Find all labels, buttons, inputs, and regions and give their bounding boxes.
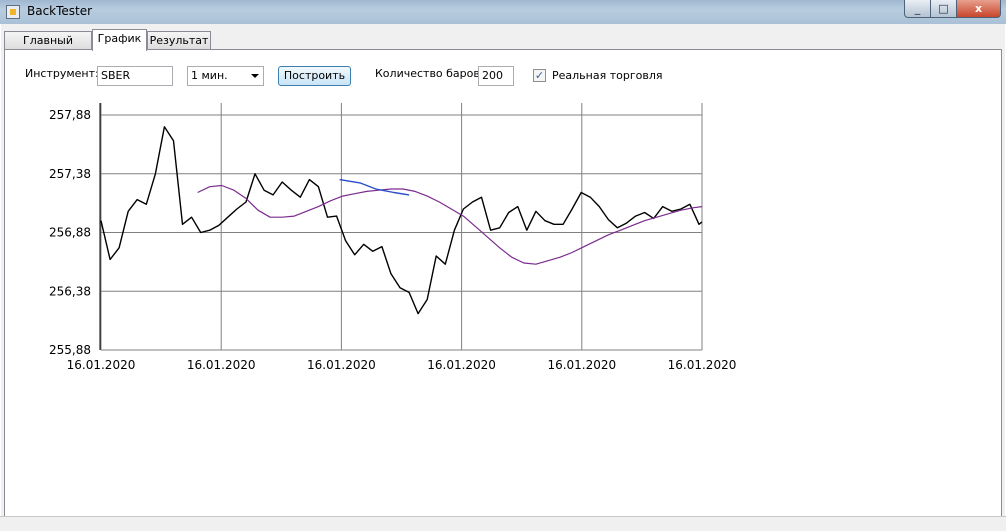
build-button[interactable]: Построить [278, 66, 351, 86]
chevron-down-icon[interactable] [251, 74, 259, 78]
x-axis-ticks: 16.01.2020 16.01.2020 16.01.2020 16.01.2020… [67, 358, 737, 372]
bars-count-input[interactable]: 200 [478, 66, 514, 86]
instrument-label: Инструмент: [25, 67, 99, 80]
minimize-button[interactable]: _ [904, 0, 931, 18]
tab-chart[interactable]: График [92, 29, 147, 51]
timeframe-value: 1 мин. [191, 69, 228, 82]
y-axis-ticks: 255,88 256,38 256,88 257,38 257,88 [49, 108, 91, 357]
real-trading-checkbox[interactable]: ✓ [533, 69, 546, 82]
x-tick-label: 16.01.2020 [668, 358, 737, 372]
y-tick-label: 257,88 [49, 108, 91, 122]
y-tick-label: 257,38 [49, 167, 91, 181]
x-tick-label: 16.01.2020 [427, 358, 496, 372]
app-icon [6, 5, 20, 19]
bars-count-label: Количество баров: [375, 67, 484, 80]
timeframe-select[interactable]: 1 мин. [187, 66, 264, 86]
x-tick-label: 16.01.2020 [187, 358, 256, 372]
y-tick-label: 256,38 [49, 284, 91, 298]
tab-results[interactable]: Результат [147, 31, 211, 50]
instrument-input[interactable]: SBER [97, 66, 173, 86]
signal-line [339, 178, 410, 196]
tab-main-screen[interactable]: Главный экран [4, 31, 92, 65]
price-chart: 255,88 256,38 256,88 257,38 257,88 16.01.202… [49, 103, 737, 372]
y-tick-label: 255,88 [49, 343, 91, 357]
close-button[interactable]: x [956, 0, 1001, 18]
chart-grid [99, 103, 703, 351]
title-bar: BackTester _ □ x [0, 0, 1006, 24]
chart-series [100, 126, 703, 315]
x-tick-label: 16.01.2020 [67, 358, 136, 372]
price-line [100, 126, 703, 315]
bottom-scroll-strip [0, 516, 1006, 531]
window-title: BackTester [27, 4, 93, 18]
y-tick-label: 256,88 [49, 226, 91, 240]
x-tick-label: 16.01.2020 [547, 358, 616, 372]
maximize-button[interactable]: □ [930, 0, 957, 18]
chart-tab-page: Инструмент: SBER 1 мин. Построить Количе… [4, 49, 1002, 523]
moving-average-line [197, 184, 703, 265]
real-trading-label: Реальная торговля [552, 69, 663, 82]
x-tick-label: 16.01.2020 [307, 358, 376, 372]
main-window: Главный экран График Результат Инструмен… [1, 24, 1005, 524]
